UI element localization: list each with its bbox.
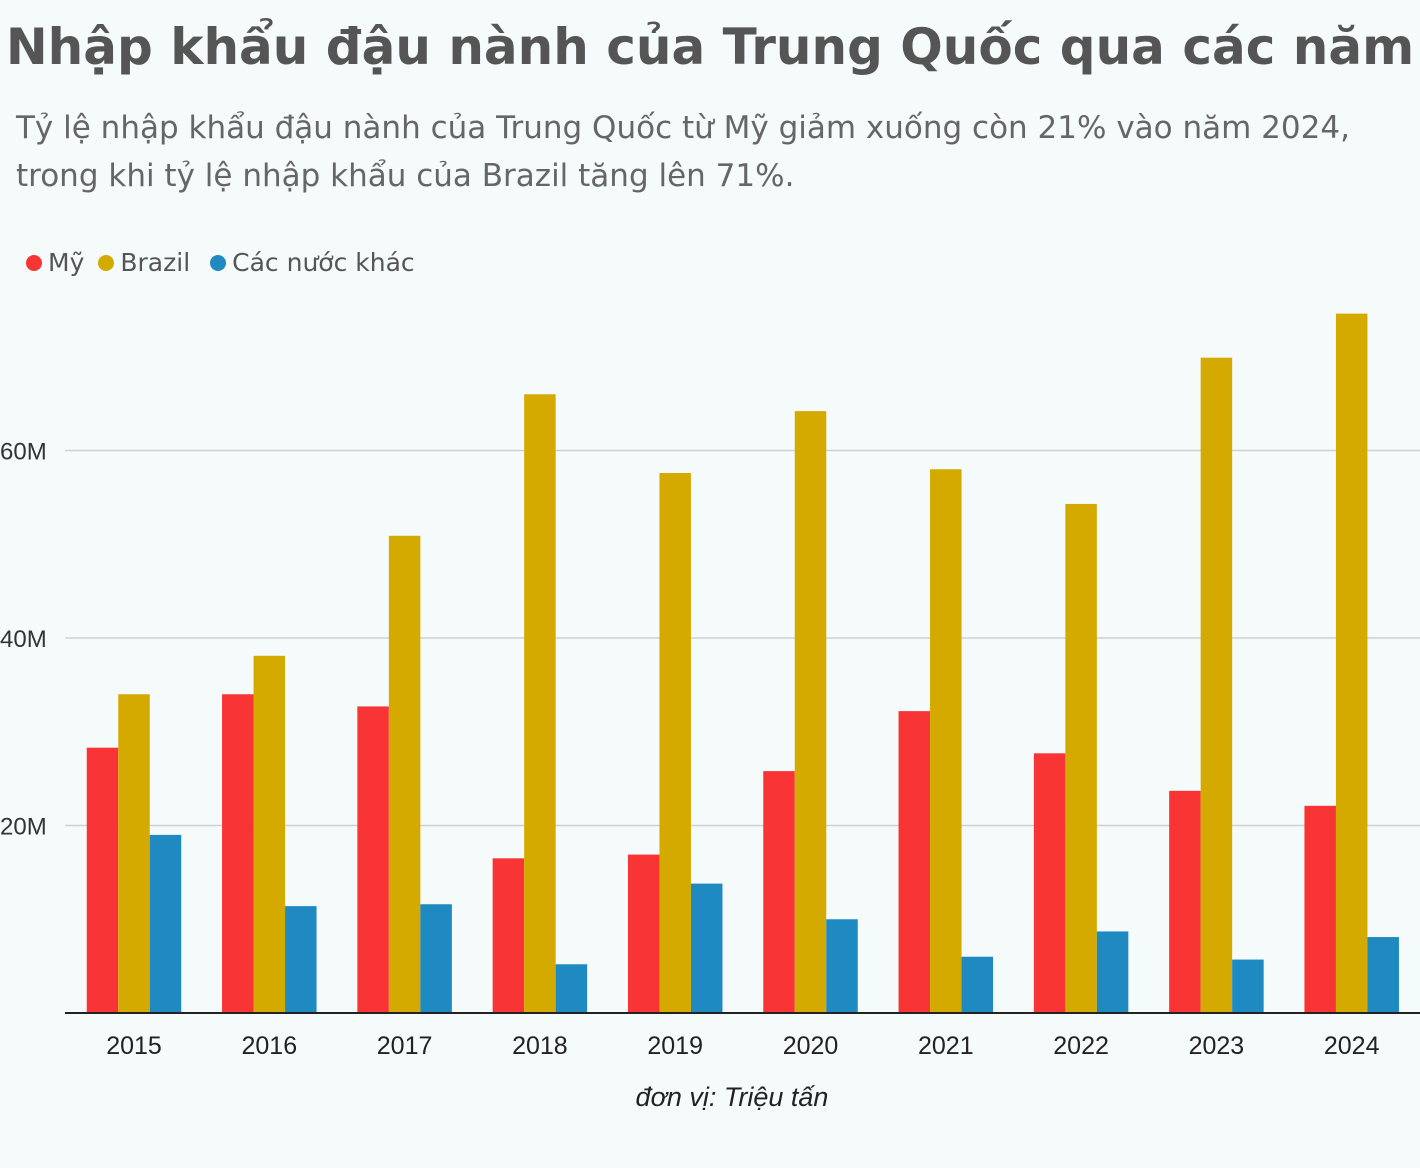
bar-2024-1 <box>1335 313 1368 1013</box>
bar-2015-0 <box>86 747 119 1013</box>
legend-swatch <box>210 254 227 271</box>
bar-2022-2 <box>1096 931 1129 1013</box>
bar-2019-1 <box>659 473 691 1013</box>
legend-item-brazil[interactable]: Brazil <box>98 248 190 277</box>
x-tick-label: 2020 <box>783 1032 839 1060</box>
x-tick-label: 2024 <box>1324 1032 1380 1060</box>
bar-2017-1 <box>388 535 421 1013</box>
bar-2024-0 <box>1304 805 1336 1013</box>
x-tick-label: 2019 <box>647 1032 703 1060</box>
bar-2017-0 <box>357 706 389 1013</box>
legend-swatch <box>98 254 115 271</box>
legend-label: Brazil <box>120 248 191 277</box>
bar-2021-0 <box>898 711 931 1013</box>
chart-title: Nhập khẩu đậu nành của Trung Quốc qua cá… <box>5 18 1415 76</box>
y-tick-label: 60M <box>0 439 47 466</box>
x-tick-label: 2017 <box>377 1032 433 1060</box>
x-tick-label: 2016 <box>241 1032 297 1060</box>
legend-item-my[interactable]: Mỹ <box>26 248 84 277</box>
x-tick-label: 2022 <box>1053 1032 1109 1060</box>
bar-2023-0 <box>1169 790 1201 1013</box>
chart-subtitle: Tỷ lệ nhập khẩu đậu nành của Trung Quốc … <box>16 110 1350 194</box>
bar-2023-2 <box>1232 959 1264 1013</box>
bar-2020-2 <box>826 919 858 1013</box>
bar-2021-1 <box>930 469 962 1013</box>
bar-2017-2 <box>420 904 452 1013</box>
bar-2018-2 <box>555 964 588 1013</box>
bar-2016-2 <box>285 906 317 1013</box>
legend-item-other[interactable]: Các nước khác <box>210 248 415 277</box>
bar-2015-2 <box>149 834 182 1013</box>
bar-2024-2 <box>1367 937 1399 1013</box>
x-tick-label: 2018 <box>512 1032 568 1060</box>
legend-swatch <box>26 254 42 271</box>
bar-2018-1 <box>524 394 556 1013</box>
bar-2018-0 <box>492 858 525 1013</box>
legend-label: Mỹ <box>48 248 85 277</box>
bar-2022-1 <box>1065 503 1097 1013</box>
bar-2019-0 <box>627 854 660 1013</box>
bar-2016-1 <box>253 655 286 1013</box>
bar-2022-0 <box>1033 753 1066 1013</box>
bar-2021-2 <box>961 956 994 1013</box>
y-tick-label: 40M <box>0 626 47 653</box>
x-tick-label: 2021 <box>918 1032 974 1060</box>
y-tick-label: 20M <box>0 814 47 841</box>
bar-2020-0 <box>763 771 795 1013</box>
bar-2015-1 <box>118 694 150 1013</box>
bar-2019-2 <box>690 883 723 1013</box>
bar-2016-0 <box>222 694 254 1013</box>
x-axis-label: đơn vị: Triệu tấn <box>636 1082 829 1112</box>
x-tick-label: 2023 <box>1189 1032 1245 1060</box>
legend: Mỹ Brazil Các nước khác <box>26 248 415 277</box>
bar-2020-1 <box>794 411 827 1013</box>
legend-label: Các nước khác <box>232 248 415 277</box>
x-tick-label: 2015 <box>106 1032 162 1060</box>
bar-2023-1 <box>1200 357 1233 1013</box>
